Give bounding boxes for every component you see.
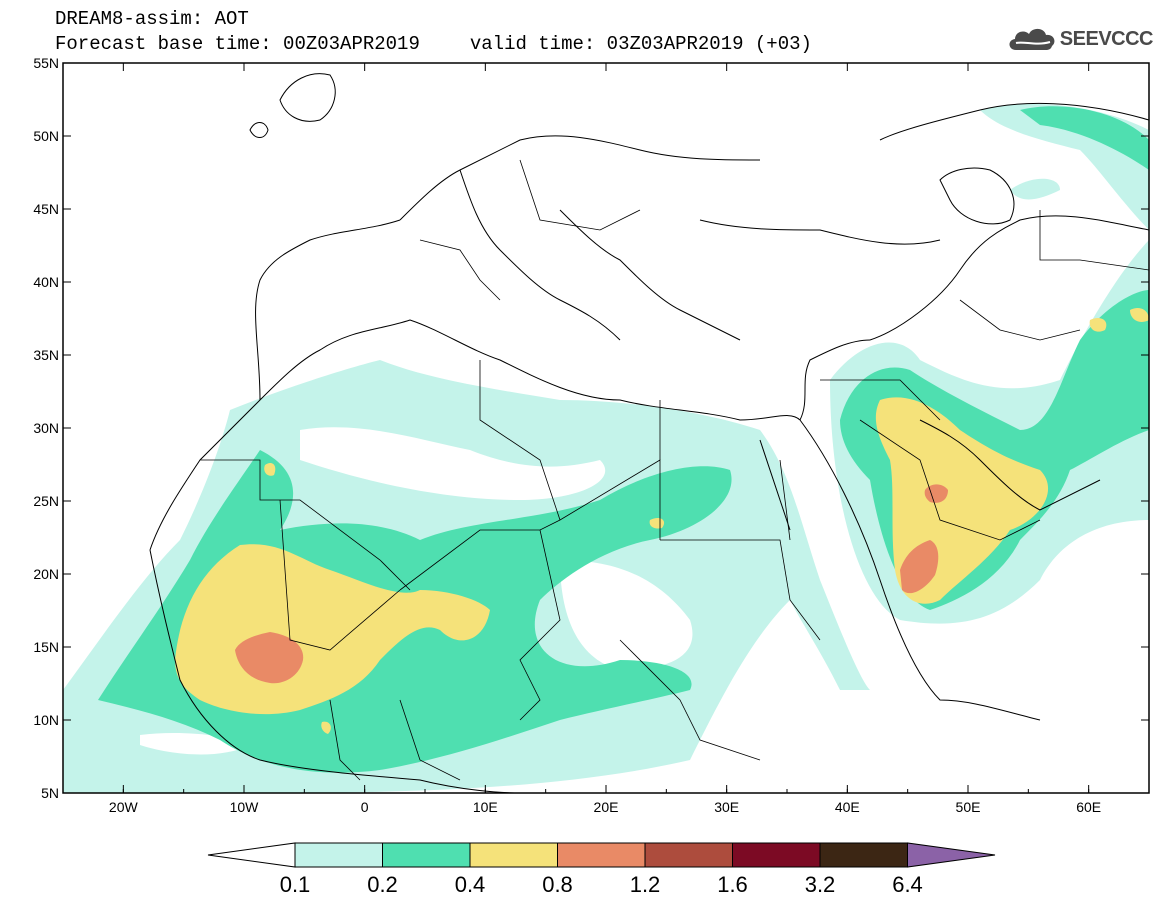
colorbar-segment [819, 842, 908, 868]
map-title: DREAM8-assim: AOT [55, 8, 249, 30]
lon-tick-label: 10W [230, 799, 260, 815]
colorbar-label: 0.1 [280, 872, 311, 897]
base-time: Forecast base time: 00Z03APR2019 [55, 33, 420, 55]
lon-tick-label: 40E [835, 799, 860, 815]
colorbar-segment [732, 842, 821, 868]
colorbar-segment [557, 842, 646, 868]
colorbar-upper-extension [907, 842, 996, 868]
latitude-axis: 55N 50N 45N 40N 35N 30N 25N 20N 15N 10N 5N [33, 55, 1149, 801]
aot-level-0.8 [235, 484, 948, 684]
colorbar-label: 0.8 [542, 872, 573, 897]
logo-text: SEEVCCC [1059, 27, 1154, 50]
lon-tick-label: 30E [714, 799, 739, 815]
lat-tick-label: 15N [33, 639, 59, 655]
lon-tick-label: 20W [109, 799, 139, 815]
colorbar-segment [644, 842, 733, 868]
time-info: Forecast base time: 00Z03APR2019 valid ti… [55, 33, 812, 55]
colorbar-segment [382, 842, 471, 868]
colorbar-label: 6.4 [892, 872, 923, 897]
colorbar-label: 3.2 [805, 872, 836, 897]
lon-tick-label: 20E [594, 799, 619, 815]
lat-tick-label: 35N [33, 347, 59, 363]
coastlines [149, 73, 1149, 793]
lat-tick-label: 10N [33, 712, 59, 728]
lat-tick-label: 25N [33, 493, 59, 509]
country-borders [200, 159, 1149, 781]
colorbar-label: 0.4 [455, 872, 486, 897]
lat-tick-label: 30N [33, 420, 59, 436]
lat-tick-label: 55N [33, 55, 59, 71]
colorbar-segment [469, 842, 558, 868]
seevccc-logo: SEEVCCC [1006, 24, 1154, 54]
lon-tick-label: 0 [361, 799, 369, 815]
lon-tick-label: 50E [956, 799, 981, 815]
valid-time: valid time: 03Z03APR2019 (+03) [469, 33, 812, 55]
lat-tick-label: 40N [33, 274, 59, 290]
lat-tick-label: 50N [33, 128, 59, 144]
colorbar-label: 1.6 [717, 872, 748, 897]
lon-tick-label: 60E [1076, 799, 1101, 815]
lat-tick-label: 20N [33, 566, 59, 582]
colorbar: 0.1 0.2 0.4 0.8 1.2 1.6 3.2 6.4 [207, 842, 996, 897]
longitude-axis: 20W 10W 0 10E 20E 30E 40E 50E 60E [62, 63, 1150, 815]
lat-tick-label: 5N [41, 785, 59, 801]
lat-tick-label: 45N [33, 201, 59, 217]
colorbar-lower-extension [207, 842, 296, 868]
cloud-icon [1009, 28, 1055, 50]
lon-tick-label: 10E [473, 799, 498, 815]
colorbar-label: 1.2 [630, 872, 661, 897]
colorbar-label: 0.2 [367, 872, 398, 897]
colorbar-segment [294, 842, 383, 868]
